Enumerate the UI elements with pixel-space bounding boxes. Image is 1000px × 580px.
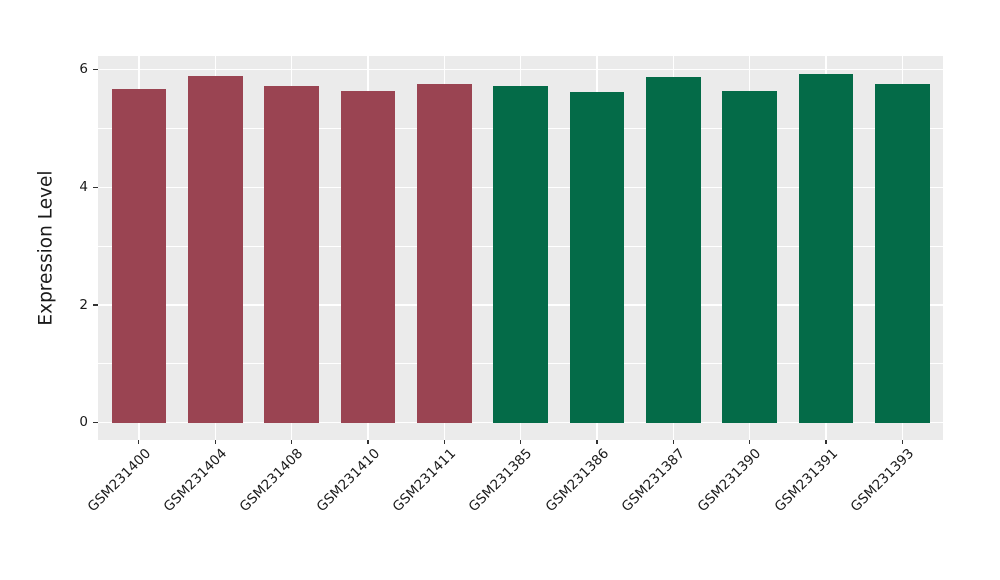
bar-GSM231393 bbox=[875, 83, 930, 423]
x-tick-mark bbox=[520, 440, 522, 444]
bar-GSM231408 bbox=[264, 85, 319, 423]
bar-GSM231404 bbox=[188, 75, 243, 423]
x-tick-label: GSM231404 bbox=[160, 445, 231, 516]
x-tick-label: GSM231390 bbox=[695, 445, 765, 516]
x-tick-label: GSM231385 bbox=[466, 445, 536, 516]
y-tick-label: 4 bbox=[79, 178, 88, 195]
bar-GSM231387 bbox=[646, 76, 701, 423]
x-tick-label: GSM231391 bbox=[771, 445, 841, 516]
y-tick-mark bbox=[93, 422, 98, 424]
x-tick-label: GSM231386 bbox=[542, 445, 612, 516]
x-tick-mark bbox=[138, 440, 140, 444]
x-tick-mark bbox=[825, 440, 827, 444]
x-tick-mark bbox=[367, 440, 369, 444]
x-tick-label: GSM231393 bbox=[847, 445, 918, 516]
x-tick-label: GSM231411 bbox=[389, 445, 460, 516]
x-tick-mark bbox=[901, 440, 903, 444]
x-tick-mark bbox=[672, 440, 674, 444]
x-tick-mark bbox=[749, 440, 751, 444]
x-tick-label: GSM231408 bbox=[237, 445, 307, 516]
bar-GSM231411 bbox=[417, 83, 472, 423]
x-tick-mark bbox=[443, 440, 445, 444]
bar-GSM231390 bbox=[722, 91, 777, 423]
y-tick-mark bbox=[93, 304, 98, 306]
y-tick-label: 6 bbox=[79, 61, 88, 78]
bar-GSM231400 bbox=[111, 89, 167, 423]
x-tick-mark bbox=[596, 440, 598, 444]
bar-GSM231385 bbox=[493, 85, 548, 423]
x-tick-label: GSM231387 bbox=[618, 445, 689, 516]
bar-GSM231410 bbox=[340, 90, 396, 423]
y-tick-mark bbox=[93, 186, 98, 188]
y-tick-mark bbox=[93, 69, 98, 71]
x-tick-mark bbox=[291, 440, 293, 444]
x-tick-label: GSM231400 bbox=[84, 445, 154, 516]
y-tick-label: 0 bbox=[79, 414, 88, 431]
y-tick-label: 2 bbox=[79, 296, 88, 313]
bar-GSM231386 bbox=[569, 92, 625, 423]
plot-panel bbox=[98, 56, 943, 440]
bar-GSM231391 bbox=[798, 74, 854, 423]
x-tick-mark bbox=[214, 440, 216, 444]
x-tick-label: GSM231410 bbox=[313, 445, 383, 516]
